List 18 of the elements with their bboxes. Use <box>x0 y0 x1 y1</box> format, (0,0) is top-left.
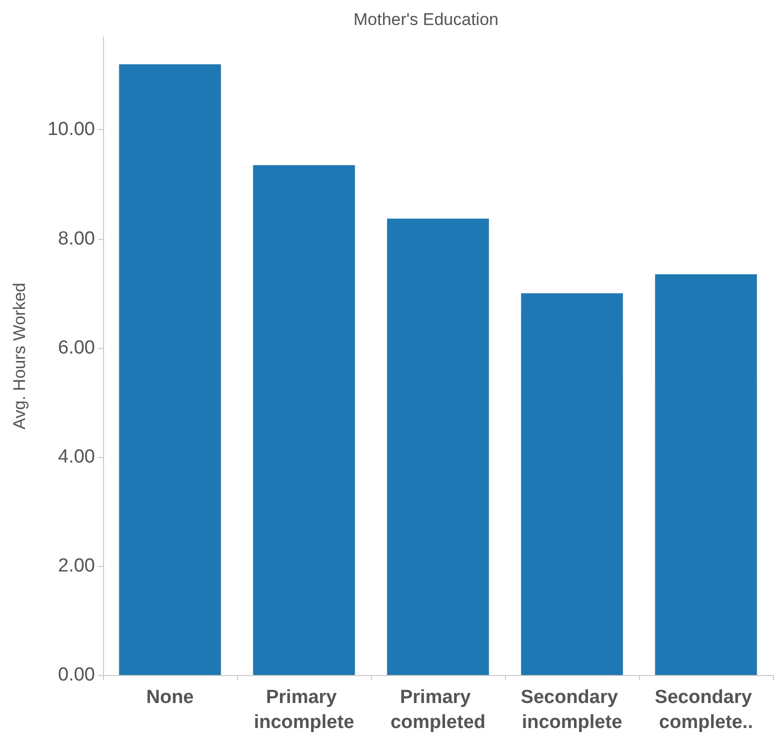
x-tick-label: Primary completed <box>390 687 486 733</box>
x-tick-label: None <box>146 687 194 708</box>
bar <box>119 64 221 675</box>
bar <box>655 274 757 675</box>
x-tick-label: Primary incomplete <box>254 687 354 733</box>
bar <box>387 218 489 675</box>
y-tick-label: 6.00 <box>58 337 95 358</box>
bar <box>521 293 623 675</box>
y-tick-label: 0.00 <box>58 664 95 686</box>
bar <box>253 165 355 675</box>
y-tick-label: 2.00 <box>58 555 95 576</box>
y-tick-label: 4.00 <box>58 446 95 468</box>
y-tick-label: 8.00 <box>58 228 95 250</box>
x-tick-label: Secondary complete.. <box>654 687 758 733</box>
chart-title: Mother's Education <box>354 10 498 29</box>
y-tick-label: 10.00 <box>47 119 95 140</box>
y-axis-title: Avg. Hours Worked <box>10 282 29 430</box>
x-tick-label: Secondary incomplete <box>520 687 624 733</box>
